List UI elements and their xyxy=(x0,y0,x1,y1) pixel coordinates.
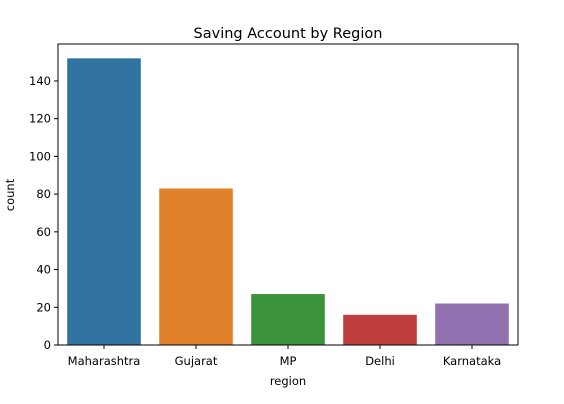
y-axis: 0 20 40 60 80 100 120 140 xyxy=(29,74,58,352)
bars-group xyxy=(67,58,509,345)
bar-maharashtra xyxy=(67,58,141,345)
y-tick-label: 100 xyxy=(29,149,51,163)
bar-gujarat xyxy=(159,188,233,345)
y-tick-label: 40 xyxy=(36,263,51,277)
bar-mp xyxy=(251,294,325,345)
x-tick-label: Maharashtra xyxy=(68,354,141,368)
y-axis-label: count xyxy=(3,178,17,211)
y-tick-label: 60 xyxy=(36,225,51,239)
bar-karnataka xyxy=(435,303,509,345)
y-tick-label: 80 xyxy=(36,187,51,201)
x-tick-label: Gujarat xyxy=(175,354,218,368)
chart-title: Saving Account by Region xyxy=(194,26,383,42)
bar-delhi xyxy=(343,314,417,345)
x-tick-label: Delhi xyxy=(365,354,395,368)
y-tick-label: 120 xyxy=(29,112,51,126)
y-tick-label: 140 xyxy=(29,74,51,88)
plot-frame xyxy=(57,43,519,346)
x-tick-label: MP xyxy=(280,354,297,368)
x-tick-label: Karnataka xyxy=(443,354,501,368)
x-axis: Maharashtra Gujarat MP Delhi Karnataka xyxy=(68,345,501,368)
y-tick-label: 0 xyxy=(44,338,51,352)
x-axis-label: region xyxy=(270,374,306,388)
y-tick-label: 20 xyxy=(36,300,51,314)
